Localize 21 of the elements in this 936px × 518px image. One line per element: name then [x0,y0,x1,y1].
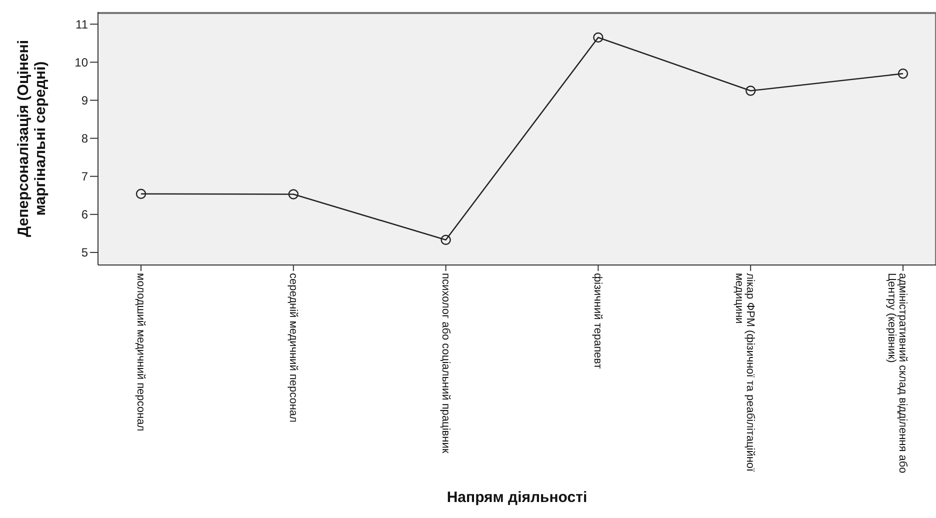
y-tick-label: 10 [74,55,88,70]
point [440,234,451,245]
y-tick-label: 8 [81,132,88,146]
point [898,68,908,79]
x-axis-title: Напрям діяльності [446,489,588,506]
x-tick-label: лікар ФРМ (фізичної та реабілітаційної медицини [733,273,756,472]
point [136,188,146,199]
y-tick-label: 7 [81,170,88,184]
point [746,86,756,96]
y-tick-label: 11 [76,17,88,32]
y-tick-label: 5 [81,246,88,260]
x-tick-label: фізичний терапевт [592,273,604,369]
point [593,32,604,43]
point [288,189,298,200]
x-tick-label: молодший медичний персонал [134,273,146,432]
x-tick-label: середній медичний персонал [286,273,299,422]
y-axis-title: Деперсоналізація (Оцінені маргінальні середні) [15,40,49,237]
x-tick-label: психолог або соціальний працівник [439,273,452,454]
x-tick-label: адміністративний склад відділення або Центру (керівник) [886,273,908,474]
y-tick-label: 6 [81,208,88,222]
y-tick-label: 9 [81,94,88,108]
